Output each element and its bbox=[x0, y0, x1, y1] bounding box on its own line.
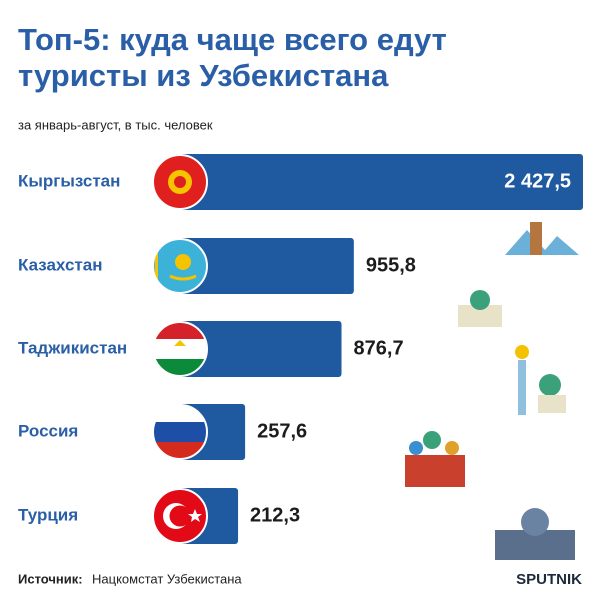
source: Нацкомстат Узбекистана bbox=[92, 571, 242, 586]
bar bbox=[180, 154, 583, 210]
source-label: Источник: bbox=[18, 571, 83, 586]
category-label: Кыргызстан bbox=[18, 171, 120, 190]
decorations bbox=[405, 222, 579, 560]
bar bbox=[180, 238, 354, 294]
chart-title: туристы из Узбекистана bbox=[18, 58, 389, 93]
value-label: 257,6 bbox=[257, 420, 307, 442]
category-label: Турция bbox=[18, 505, 78, 524]
category-label: Казахстан bbox=[18, 255, 102, 274]
value-label: 955,8 bbox=[366, 254, 416, 276]
logo: SPUTNIK bbox=[516, 571, 582, 588]
chart-title: Топ-5: куда чаще всего едут bbox=[18, 22, 447, 57]
flags bbox=[152, 154, 208, 544]
chart-subtitle: за январь-август, в тыс. человек bbox=[18, 117, 213, 132]
bar bbox=[180, 321, 342, 377]
value-label: 2 427,5 bbox=[504, 170, 571, 192]
category-label: Таджикистан bbox=[18, 338, 127, 357]
value-label: 876,7 bbox=[354, 337, 404, 359]
category-label: Россия bbox=[18, 421, 78, 440]
value-label: 212,3 bbox=[250, 504, 300, 526]
